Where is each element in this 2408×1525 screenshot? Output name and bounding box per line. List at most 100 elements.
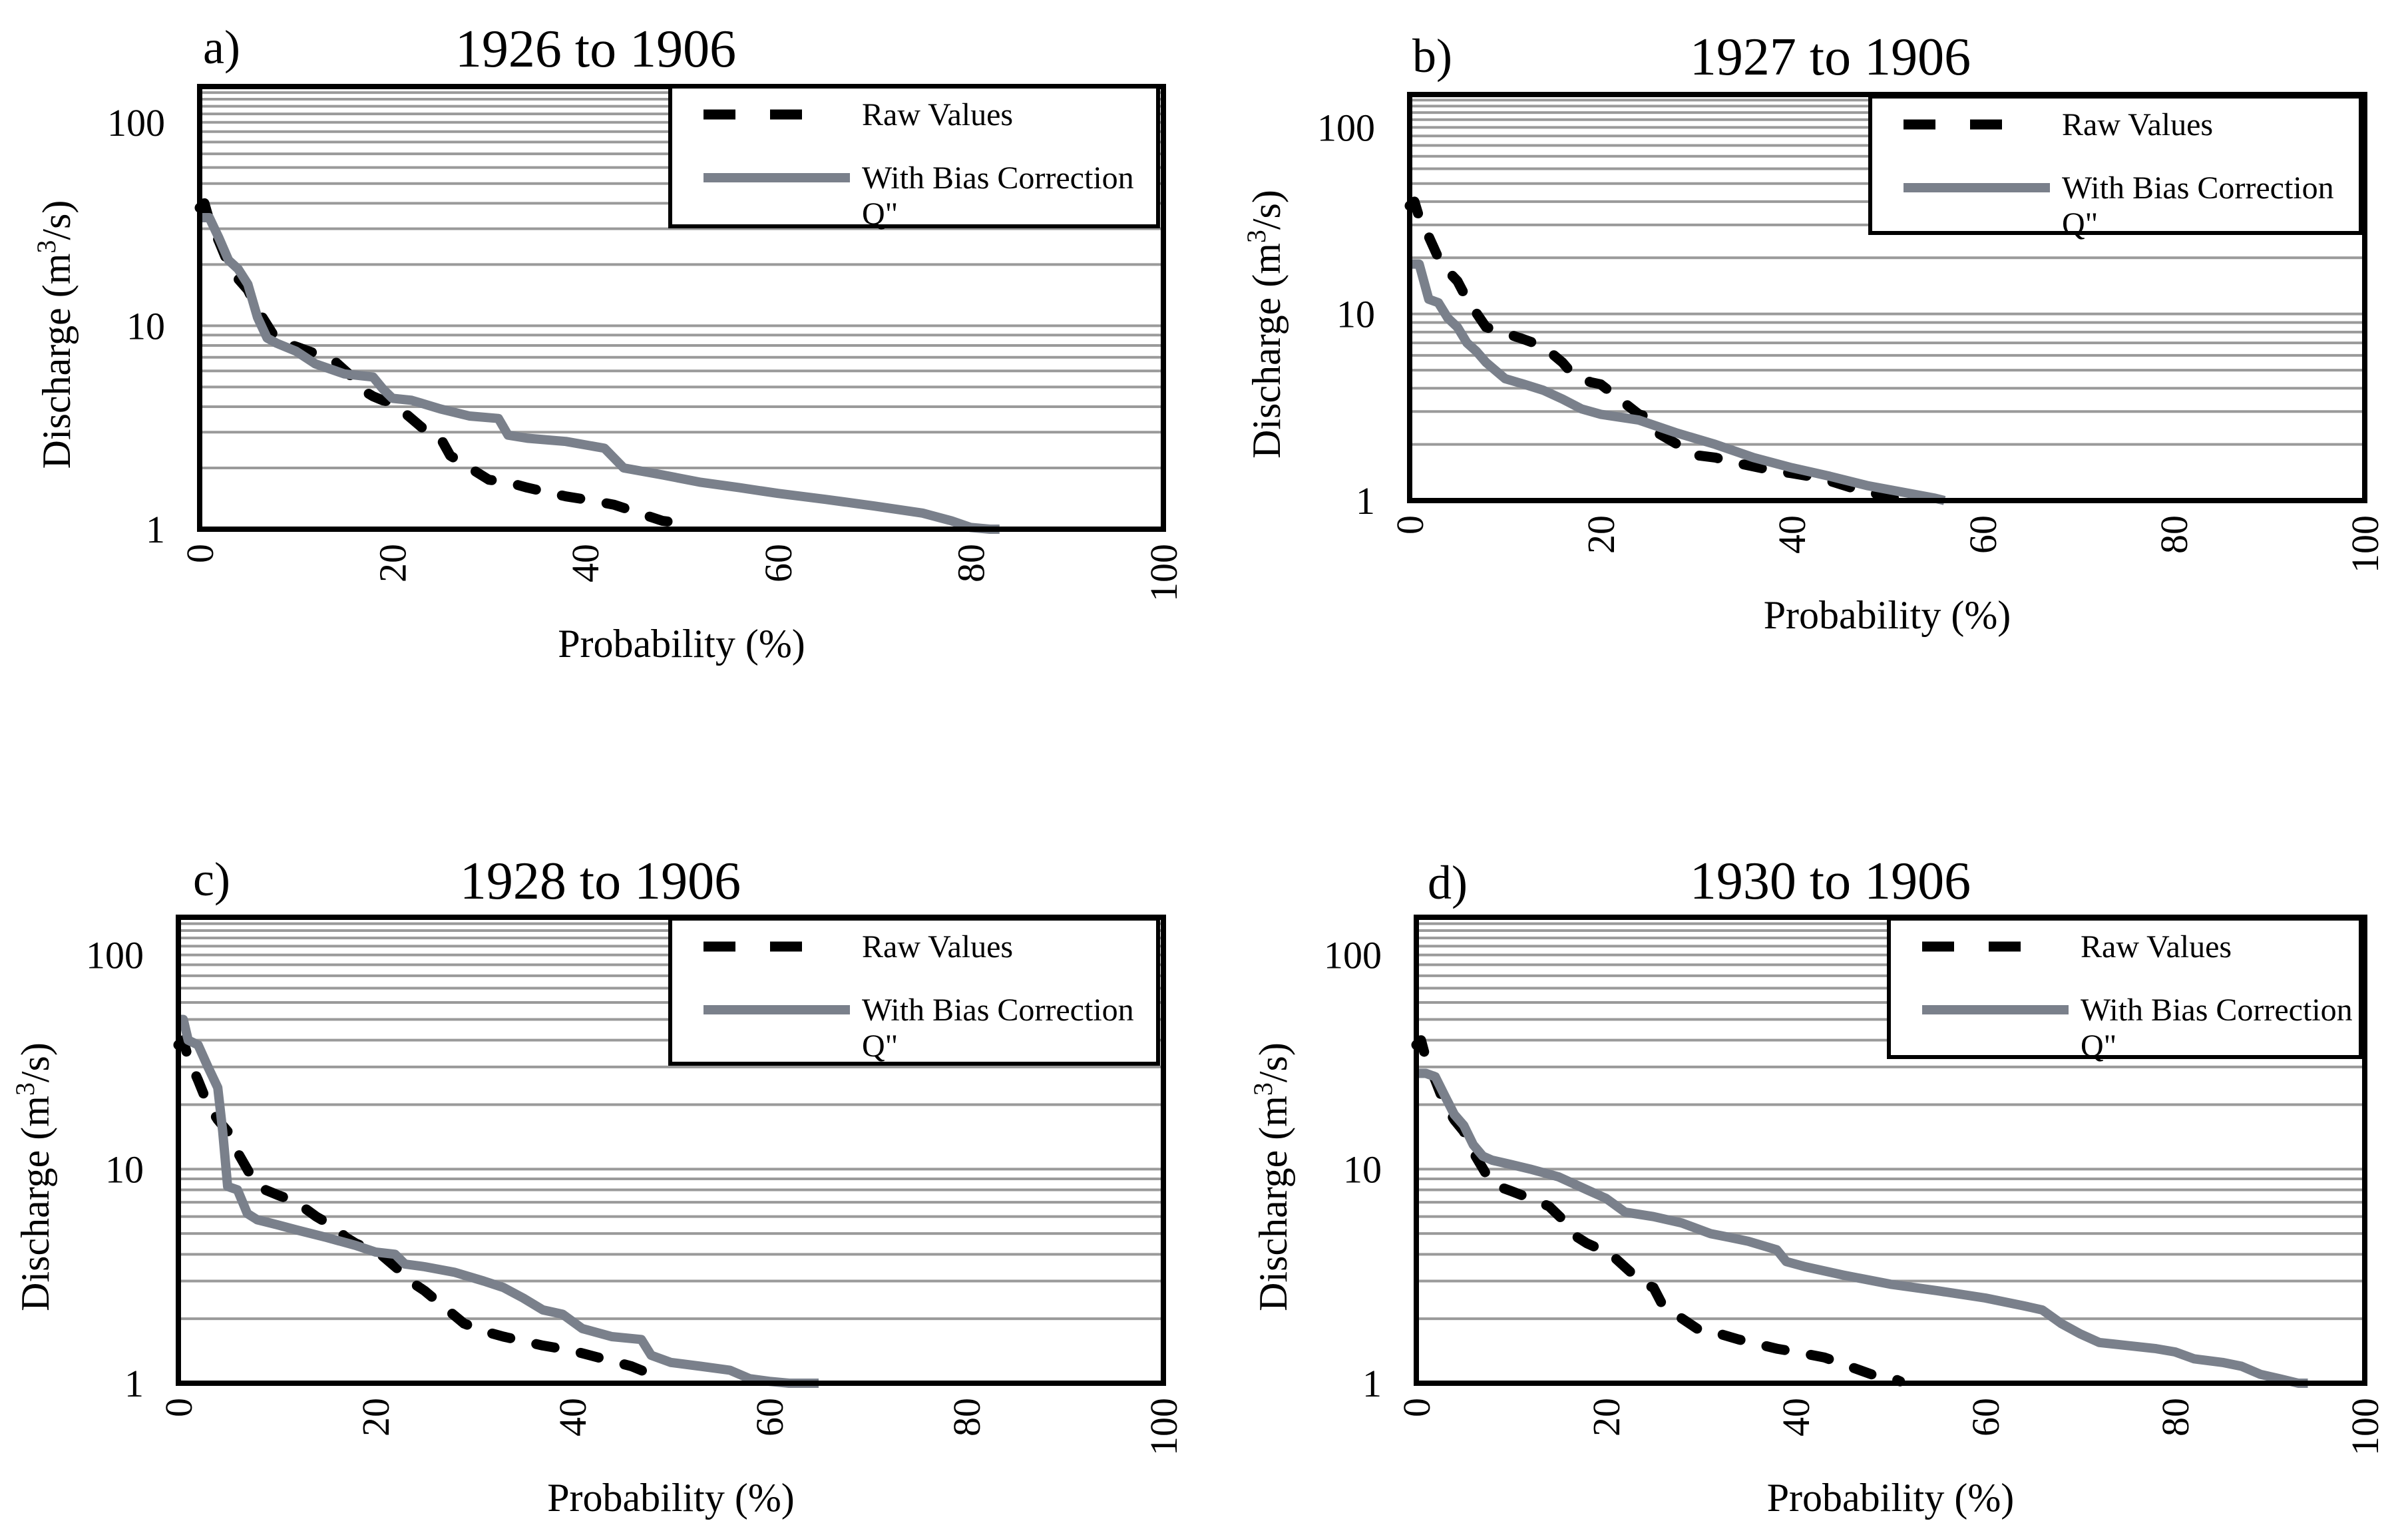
y-axis-label-text: Discharge: [13, 1140, 57, 1311]
legend-raw-label: Raw Values: [862, 929, 1013, 965]
chart-panel-3: 1 10 100 0 20 40 60 80 100 Probability (%) Dischar…: [10, 852, 1185, 1520]
panel-title: 1926 to 1906: [455, 20, 736, 79]
x-tick-label: 100: [1142, 544, 1185, 602]
panel-title: 1928 to 1906: [460, 852, 741, 911]
x-tick-label: 0: [178, 544, 222, 563]
x-tick-label: 60: [1964, 1398, 2007, 1436]
raw-values-series: [1404, 196, 1902, 505]
y-axis-label-superscript: 3: [10, 1082, 40, 1096]
x-tick-label: 100: [2343, 515, 2387, 573]
y-axis-label-units-suffix: /s): [1245, 190, 1289, 230]
y-axis-label-units-suffix: /s): [35, 200, 79, 240]
y-tick-label: 10: [105, 1148, 144, 1191]
x-tick-label: 40: [1774, 1398, 1818, 1436]
legend-bias-label: With Bias Correction: [2062, 170, 2334, 206]
x-tick-label: 40: [551, 1398, 594, 1436]
y-tick-label: 100: [86, 934, 144, 977]
y-tick-label: 100: [1324, 934, 1382, 977]
bias-correction-series: [1410, 259, 1946, 505]
y-tick-label: 1: [124, 1362, 144, 1405]
x-tick-label: 0: [1395, 1398, 1438, 1417]
panel-title: 1927 to 1906: [1690, 28, 1971, 87]
chart-panel-1: 1 10 100 0 20 40 60 80 100 Probability (%) Dischar…: [31, 20, 1185, 666]
raw-values-series: [194, 198, 696, 533]
legend-bias-label-line2: Q": [862, 1028, 898, 1064]
chart-panel-4: 1 10 100 0 20 40 60 80 100 Probability (%) Dischar…: [1248, 852, 2387, 1520]
y-axis-label: Discharge (m3/s): [1241, 190, 1289, 459]
y-axis-label-superscript: 3: [1248, 1082, 1278, 1096]
x-tick-label: 80: [949, 544, 992, 582]
x-tick-label: 100: [2343, 1398, 2387, 1456]
legend-box: [1887, 917, 2363, 1059]
x-tick-label: 20: [1579, 515, 1623, 554]
x-tick-label: 0: [1388, 515, 1432, 535]
y-tick-label: 10: [1336, 293, 1375, 336]
x-tick-label: 80: [945, 1398, 988, 1436]
panel-letter: d): [1428, 856, 1468, 909]
x-tick-label: 0: [157, 1398, 200, 1417]
x-tick-label: 60: [748, 1398, 791, 1436]
chart-panel-2: 1 10 100 0 20 40 60 80 100 Probability (%) Dischar…: [1241, 28, 2387, 637]
y-tick-label: 10: [1343, 1148, 1382, 1191]
y-tick-label: 1: [146, 508, 165, 551]
y-axis-label-superscript: 3: [31, 240, 61, 254]
legend-box: [668, 917, 1160, 1066]
raw-values-series: [1411, 1035, 1906, 1387]
legend-bias-label-line2: Q": [862, 196, 898, 232]
legend-bias-label: With Bias Correction: [862, 992, 1134, 1028]
legend-box: [1868, 95, 2363, 235]
y-axis-label-text: Discharge: [35, 298, 79, 469]
x-tick-label: 20: [371, 544, 415, 582]
legend-raw-label: Raw Values: [862, 97, 1013, 132]
panel-title: 1930 to 1906: [1690, 852, 1971, 911]
x-tick-label: 100: [1142, 1398, 1185, 1456]
y-axis-label: Discharge (m3/s): [10, 1042, 57, 1311]
panel-letter: c): [193, 853, 230, 906]
y-tick-label: 100: [1317, 106, 1375, 149]
y-tick-label: 1: [1362, 1362, 1382, 1405]
y-tick-label: 1: [1356, 479, 1375, 523]
y-axis-label-units: (m: [1251, 1096, 1295, 1140]
x-axis-label: Probability (%): [547, 1476, 795, 1520]
panel-letter: b): [1412, 29, 1452, 83]
legend-bias-label: With Bias Correction: [2081, 992, 2353, 1028]
x-tick-label: 80: [2152, 515, 2196, 554]
y-axis-label-units: (m: [13, 1096, 57, 1140]
legend-raw-label: Raw Values: [2062, 107, 2213, 142]
bias-correction-series: [200, 213, 1000, 534]
x-tick-label: 20: [354, 1398, 397, 1436]
y-axis-label: Discharge (m3/s): [31, 200, 79, 469]
x-tick-label: 60: [1961, 515, 2005, 554]
bias-correction-series: [178, 1014, 819, 1388]
legend-bias-label-line2: Q": [2081, 1028, 2116, 1064]
x-axis-label: Probability (%): [558, 622, 805, 666]
x-tick-label: 40: [564, 544, 607, 582]
x-tick-label: 20: [1585, 1398, 1628, 1436]
y-axis-label: Discharge (m3/s): [1248, 1042, 1295, 1311]
y-axis-label-units: (m: [35, 254, 79, 298]
x-axis-label: Probability (%): [1767, 1476, 2015, 1520]
y-tick-label: 10: [126, 304, 165, 347]
legend-raw-label: Raw Values: [2081, 929, 2232, 965]
bias-correction-series: [1416, 1068, 2308, 1388]
y-axis-label-units: (m: [1245, 243, 1289, 288]
x-tick-label: 80: [2154, 1398, 2197, 1436]
legend-bias-label-line2: Q": [2062, 206, 2098, 242]
panel-letter: a): [203, 21, 240, 74]
y-tick-label: 100: [107, 101, 165, 144]
x-axis-label: Probability (%): [1764, 593, 2011, 637]
y-axis-label-units-suffix: /s): [1251, 1042, 1295, 1082]
y-axis-label-text: Discharge: [1245, 288, 1289, 459]
x-tick-label: 40: [1770, 515, 1814, 554]
x-tick-label: 60: [757, 544, 800, 582]
y-axis-label-text: Discharge: [1251, 1140, 1295, 1311]
legend-box: [668, 85, 1160, 228]
y-axis-label-units-suffix: /s): [13, 1042, 57, 1082]
y-axis-label-superscript: 3: [1241, 230, 1271, 243]
legend-bias-label: With Bias Correction: [862, 160, 1134, 196]
